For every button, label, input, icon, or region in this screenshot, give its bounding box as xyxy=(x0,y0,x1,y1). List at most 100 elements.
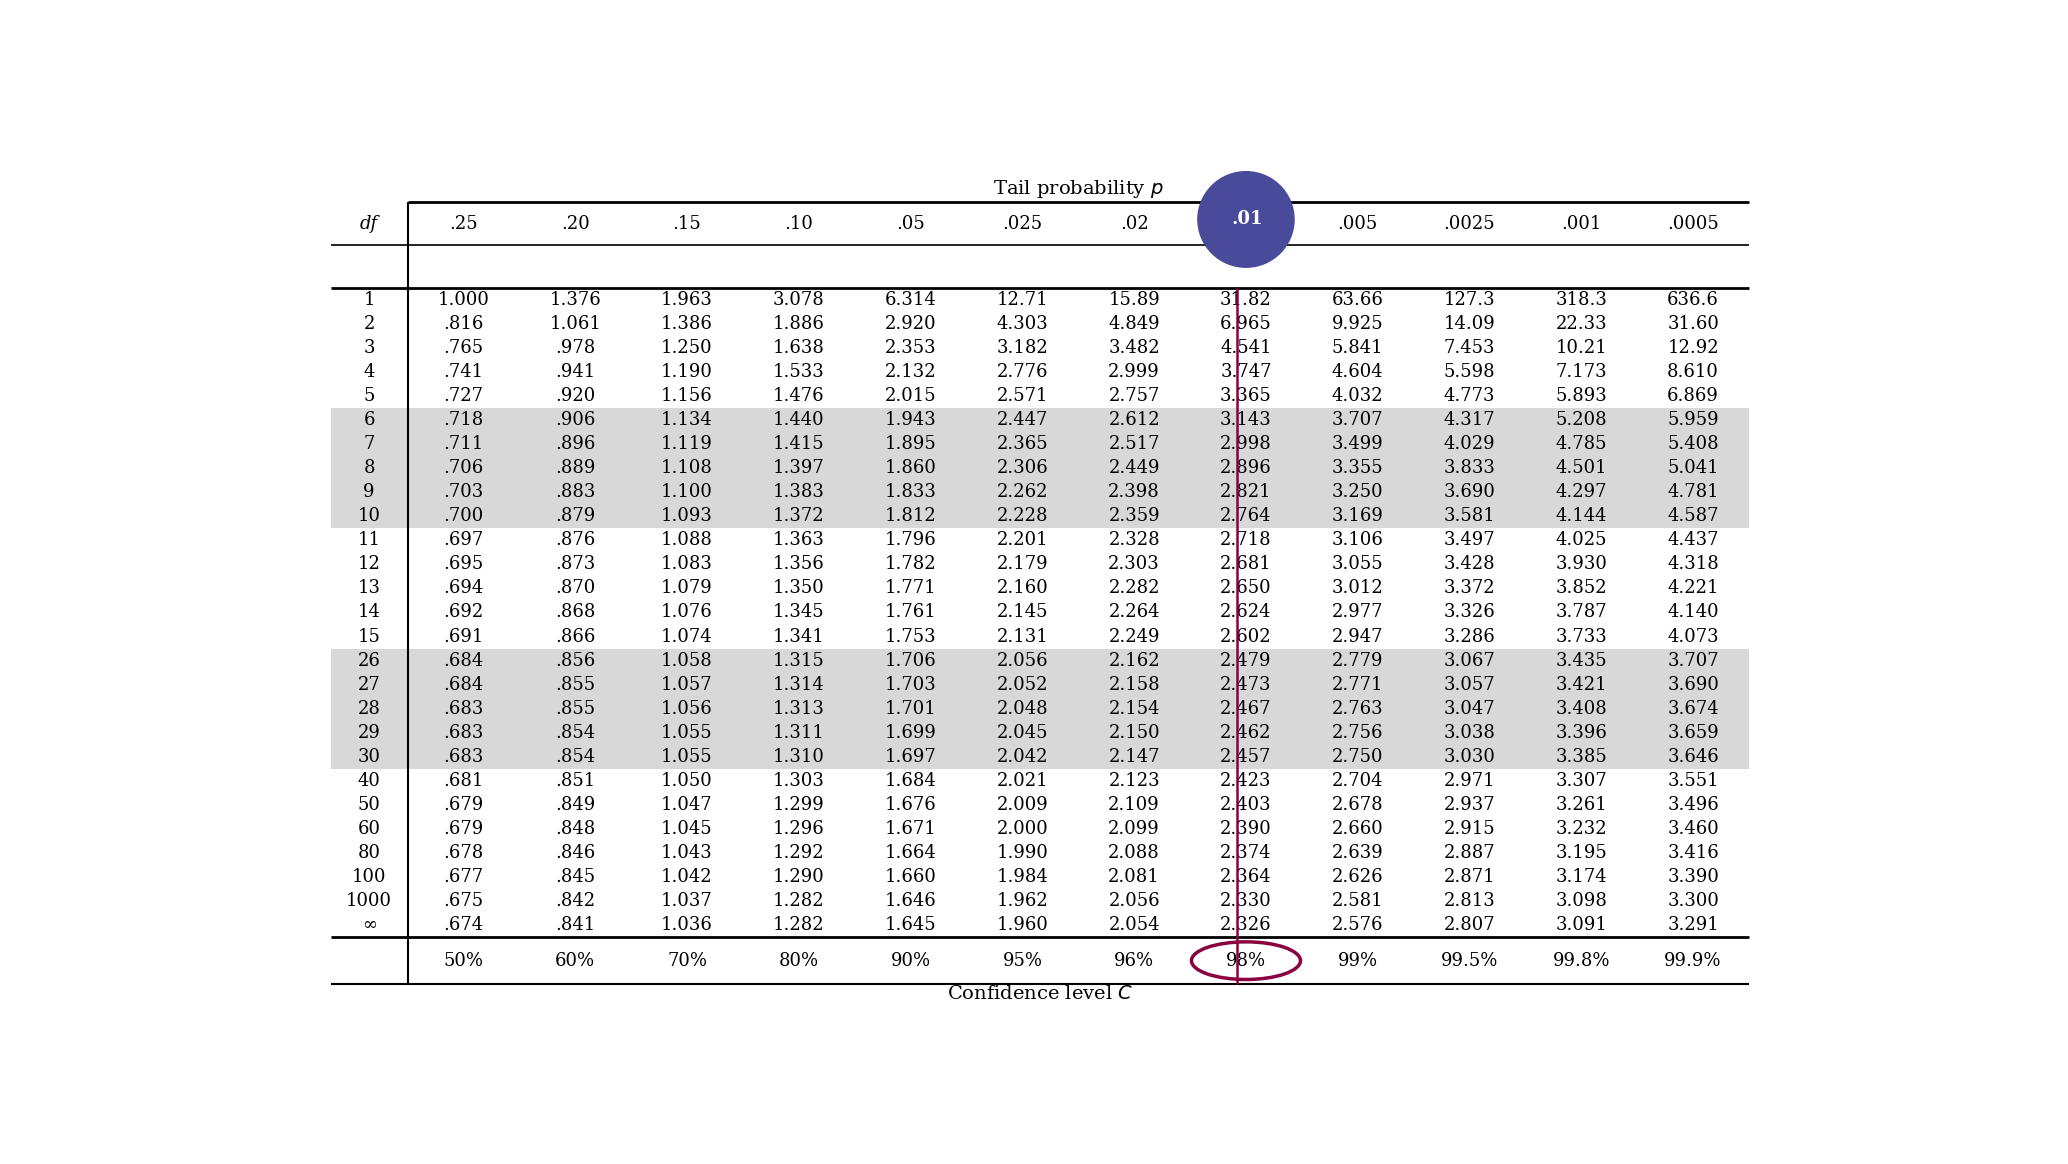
Text: .920: .920 xyxy=(554,386,596,405)
Text: 1.108: 1.108 xyxy=(662,459,713,477)
Text: .845: .845 xyxy=(554,868,596,886)
Text: 1.833: 1.833 xyxy=(885,483,937,502)
Text: 1.055: 1.055 xyxy=(662,747,713,766)
Text: 3.787: 3.787 xyxy=(1555,603,1607,622)
Text: .703: .703 xyxy=(443,483,484,502)
Text: 4.849: 4.849 xyxy=(1108,314,1160,333)
Text: .978: .978 xyxy=(554,339,596,356)
Text: 2.228: 2.228 xyxy=(997,508,1048,525)
Text: 3.646: 3.646 xyxy=(1667,747,1719,766)
Text: 99.8%: 99.8% xyxy=(1553,952,1611,970)
Text: 4.144: 4.144 xyxy=(1555,508,1607,525)
Text: 8.610: 8.610 xyxy=(1667,363,1719,381)
Text: 3.428: 3.428 xyxy=(1443,555,1495,574)
Text: 3.930: 3.930 xyxy=(1555,555,1607,574)
Text: 2.750: 2.750 xyxy=(1332,747,1383,766)
Text: 3.833: 3.833 xyxy=(1443,459,1495,477)
Text: 3.497: 3.497 xyxy=(1443,531,1495,549)
Text: 4: 4 xyxy=(364,363,374,381)
Text: 22.33: 22.33 xyxy=(1555,314,1607,333)
Text: 2.639: 2.639 xyxy=(1332,844,1383,863)
Text: 70%: 70% xyxy=(668,952,707,970)
Text: 2.704: 2.704 xyxy=(1332,772,1383,790)
Text: 2.449: 2.449 xyxy=(1108,459,1160,477)
Text: 2.390: 2.390 xyxy=(1220,821,1272,838)
Text: 1.042: 1.042 xyxy=(662,868,713,886)
Text: 2.328: 2.328 xyxy=(1108,531,1160,549)
Text: 26: 26 xyxy=(358,652,381,669)
Text: 50: 50 xyxy=(358,796,381,814)
Text: 3.057: 3.057 xyxy=(1443,675,1495,694)
Text: 15: 15 xyxy=(358,627,381,646)
Text: 60%: 60% xyxy=(554,952,596,970)
Text: 2.423: 2.423 xyxy=(1220,772,1272,790)
Text: 100: 100 xyxy=(352,868,387,886)
Text: 1.000: 1.000 xyxy=(438,291,490,308)
Text: 99.9%: 99.9% xyxy=(1665,952,1723,970)
Text: 2.201: 2.201 xyxy=(997,531,1048,549)
Text: .05: .05 xyxy=(895,215,924,233)
Text: 12.92: 12.92 xyxy=(1667,339,1719,356)
Text: 6.869: 6.869 xyxy=(1667,386,1719,405)
Text: 2.813: 2.813 xyxy=(1443,893,1495,910)
Text: 1.886: 1.886 xyxy=(773,314,825,333)
Text: 1.341: 1.341 xyxy=(773,627,825,646)
Text: 3.365: 3.365 xyxy=(1220,386,1272,405)
Text: .854: .854 xyxy=(554,747,596,766)
Text: 1.771: 1.771 xyxy=(885,580,937,597)
Text: 3.690: 3.690 xyxy=(1667,675,1719,694)
Text: 1.290: 1.290 xyxy=(773,868,825,886)
Text: 3.435: 3.435 xyxy=(1555,652,1607,669)
Text: 63.66: 63.66 xyxy=(1332,291,1383,308)
Text: 318.3: 318.3 xyxy=(1555,291,1607,308)
Bar xyxy=(331,697,1750,721)
Text: .855: .855 xyxy=(554,700,596,718)
Text: 2.147: 2.147 xyxy=(1108,747,1160,766)
Text: 4.032: 4.032 xyxy=(1332,386,1383,405)
Text: 2.158: 2.158 xyxy=(1108,675,1160,694)
Text: .706: .706 xyxy=(443,459,484,477)
Text: .876: .876 xyxy=(554,531,596,549)
Text: 5.893: 5.893 xyxy=(1555,386,1607,405)
Text: .025: .025 xyxy=(1003,215,1042,233)
Bar xyxy=(331,480,1750,504)
Text: 2.779: 2.779 xyxy=(1332,652,1383,669)
Text: 1.057: 1.057 xyxy=(662,675,713,694)
Text: 2.145: 2.145 xyxy=(997,603,1048,622)
Text: 1.056: 1.056 xyxy=(662,700,713,718)
Text: .855: .855 xyxy=(554,675,596,694)
Text: 2.479: 2.479 xyxy=(1220,652,1272,669)
Text: 1.079: 1.079 xyxy=(662,580,713,597)
Text: .683: .683 xyxy=(443,747,484,766)
Text: 5.841: 5.841 xyxy=(1332,339,1383,356)
Text: 12.71: 12.71 xyxy=(997,291,1048,308)
Text: 3.182: 3.182 xyxy=(997,339,1048,356)
Text: 1.812: 1.812 xyxy=(885,508,937,525)
Text: 2.374: 2.374 xyxy=(1220,844,1272,863)
Text: 4.785: 4.785 xyxy=(1555,435,1607,453)
Text: .695: .695 xyxy=(443,555,484,574)
Text: 1.250: 1.250 xyxy=(662,339,713,356)
Text: 5.959: 5.959 xyxy=(1667,411,1719,428)
Text: .889: .889 xyxy=(554,459,596,477)
Text: 1.664: 1.664 xyxy=(885,844,937,863)
Text: 4.221: 4.221 xyxy=(1667,580,1719,597)
Text: .694: .694 xyxy=(443,580,484,597)
Text: 1.963: 1.963 xyxy=(662,291,713,308)
Text: 80%: 80% xyxy=(780,952,819,970)
Text: .02: .02 xyxy=(1119,215,1148,233)
Text: 2.052: 2.052 xyxy=(997,675,1048,694)
Text: .816: .816 xyxy=(443,314,484,333)
Text: 1.303: 1.303 xyxy=(773,772,825,790)
Text: 4.501: 4.501 xyxy=(1555,459,1607,477)
Text: 2.660: 2.660 xyxy=(1332,821,1383,838)
Text: 4.073: 4.073 xyxy=(1667,627,1719,646)
Text: df: df xyxy=(360,215,378,233)
Text: 1.684: 1.684 xyxy=(885,772,937,790)
Text: 2.282: 2.282 xyxy=(1108,580,1160,597)
Text: 2.718: 2.718 xyxy=(1220,531,1272,549)
Text: 1.646: 1.646 xyxy=(885,893,937,910)
Text: 1.055: 1.055 xyxy=(662,724,713,741)
Text: .741: .741 xyxy=(443,363,484,381)
Text: .854: .854 xyxy=(554,724,596,741)
